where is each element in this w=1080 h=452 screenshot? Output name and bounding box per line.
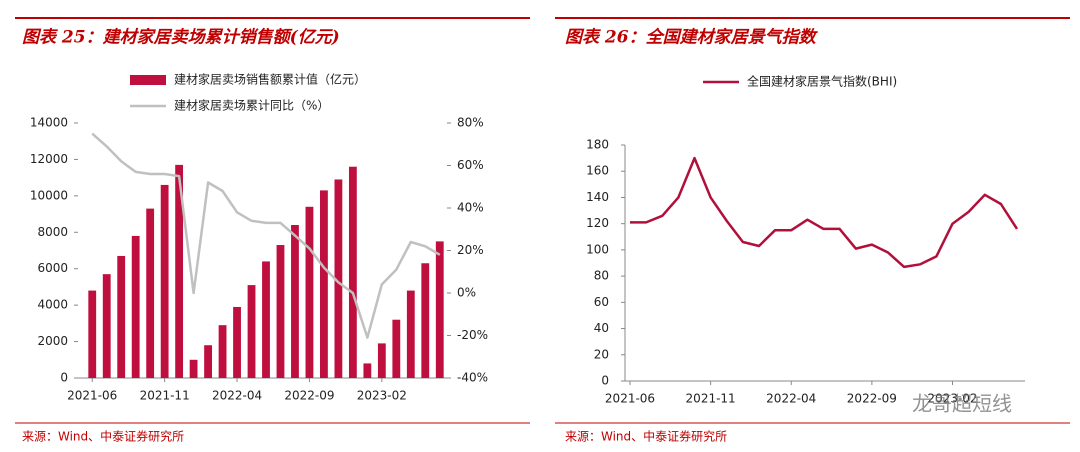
y-tick-label: 160 [586, 164, 609, 178]
bar [320, 190, 328, 378]
legend-label: 建材家居卖场累计同比（%） [174, 98, 329, 113]
y2-tick-label: 60% [457, 158, 484, 172]
bar [88, 290, 97, 378]
legend-label: 建材家居卖场销售额累计值（亿元） [174, 72, 366, 87]
y-tick-label: 140 [586, 190, 609, 204]
bar [189, 359, 198, 378]
source: 来源：Wind、中泰证券研究所 [22, 429, 184, 444]
x-tick-label: 2021-06 [67, 389, 117, 403]
x-tick-label: 2022-09 [284, 389, 334, 403]
y-tick-label: 0 [60, 371, 68, 385]
bar [117, 255, 126, 378]
y-tick-label: 60 [594, 295, 609, 309]
y2-tick-label: 40% [457, 201, 484, 215]
y-tick-label: 20 [594, 347, 609, 361]
line [91, 132, 441, 339]
y-tick-label: 40 [594, 321, 609, 335]
y-tick-label: 14000 [30, 116, 68, 130]
y-tick-label: 4000 [37, 298, 68, 312]
bar [406, 290, 415, 378]
y2-tick-label: 80% [457, 116, 484, 130]
legend-label: 全国建材家居景气指数(BHI) [747, 74, 897, 89]
line [630, 156, 1019, 269]
bar [102, 274, 111, 378]
y-tick-label: 6000 [37, 261, 68, 275]
bar [247, 285, 256, 378]
y-tick-label: 100 [586, 242, 609, 256]
x-tick-label: 2023-02 [927, 392, 977, 406]
bar [160, 184, 169, 378]
x-tick-label: 2022-09 [847, 392, 897, 406]
y2-tick-label: -20% [457, 328, 488, 342]
bar [305, 206, 314, 378]
bar [204, 345, 212, 378]
y2-tick-label: 0% [457, 286, 476, 300]
y-tick-label: 2000 [37, 334, 68, 348]
x-tick-label: 2022-04 [766, 392, 816, 406]
x-tick-label: 2021-06 [605, 392, 655, 406]
chart-title: 图表 25：建材家居卖场累计销售额(亿元) [22, 28, 340, 48]
bar [392, 319, 401, 378]
y2-tick-label: 20% [457, 243, 484, 257]
bar [175, 164, 184, 378]
x-tick-label: 2021-11 [140, 389, 190, 403]
bar [218, 325, 227, 378]
y-tick-label: 10000 [30, 188, 68, 202]
bar [334, 179, 343, 378]
bar [262, 261, 270, 378]
watermark: 龙哥超短线 [912, 392, 1012, 416]
y-tick-label: 180 [586, 138, 609, 152]
bar [435, 241, 444, 378]
bar [131, 235, 140, 378]
y-tick-label: 12000 [30, 152, 68, 166]
bar [421, 263, 430, 378]
bar [377, 343, 386, 378]
y-tick-label: 120 [586, 216, 609, 230]
y2-tick-label: -40% [457, 371, 488, 385]
bar [348, 166, 357, 378]
source: 来源：Wind、中泰证券研究所 [565, 429, 727, 444]
bar [276, 245, 285, 378]
bar [291, 225, 299, 378]
bar [363, 363, 372, 378]
x-tick-label: 2023-02 [357, 389, 407, 403]
legend-swatch [130, 75, 166, 85]
y-tick-label: 80 [594, 269, 609, 283]
chart-title: 图表 26：全国建材家居景气指数 [565, 28, 819, 48]
x-tick-label: 2022-04 [212, 389, 262, 403]
y-tick-label: 0 [601, 374, 609, 388]
bar [233, 306, 241, 378]
y-tick-label: 8000 [37, 225, 68, 239]
x-tick-label: 2021-11 [686, 392, 736, 406]
bar [146, 208, 155, 378]
